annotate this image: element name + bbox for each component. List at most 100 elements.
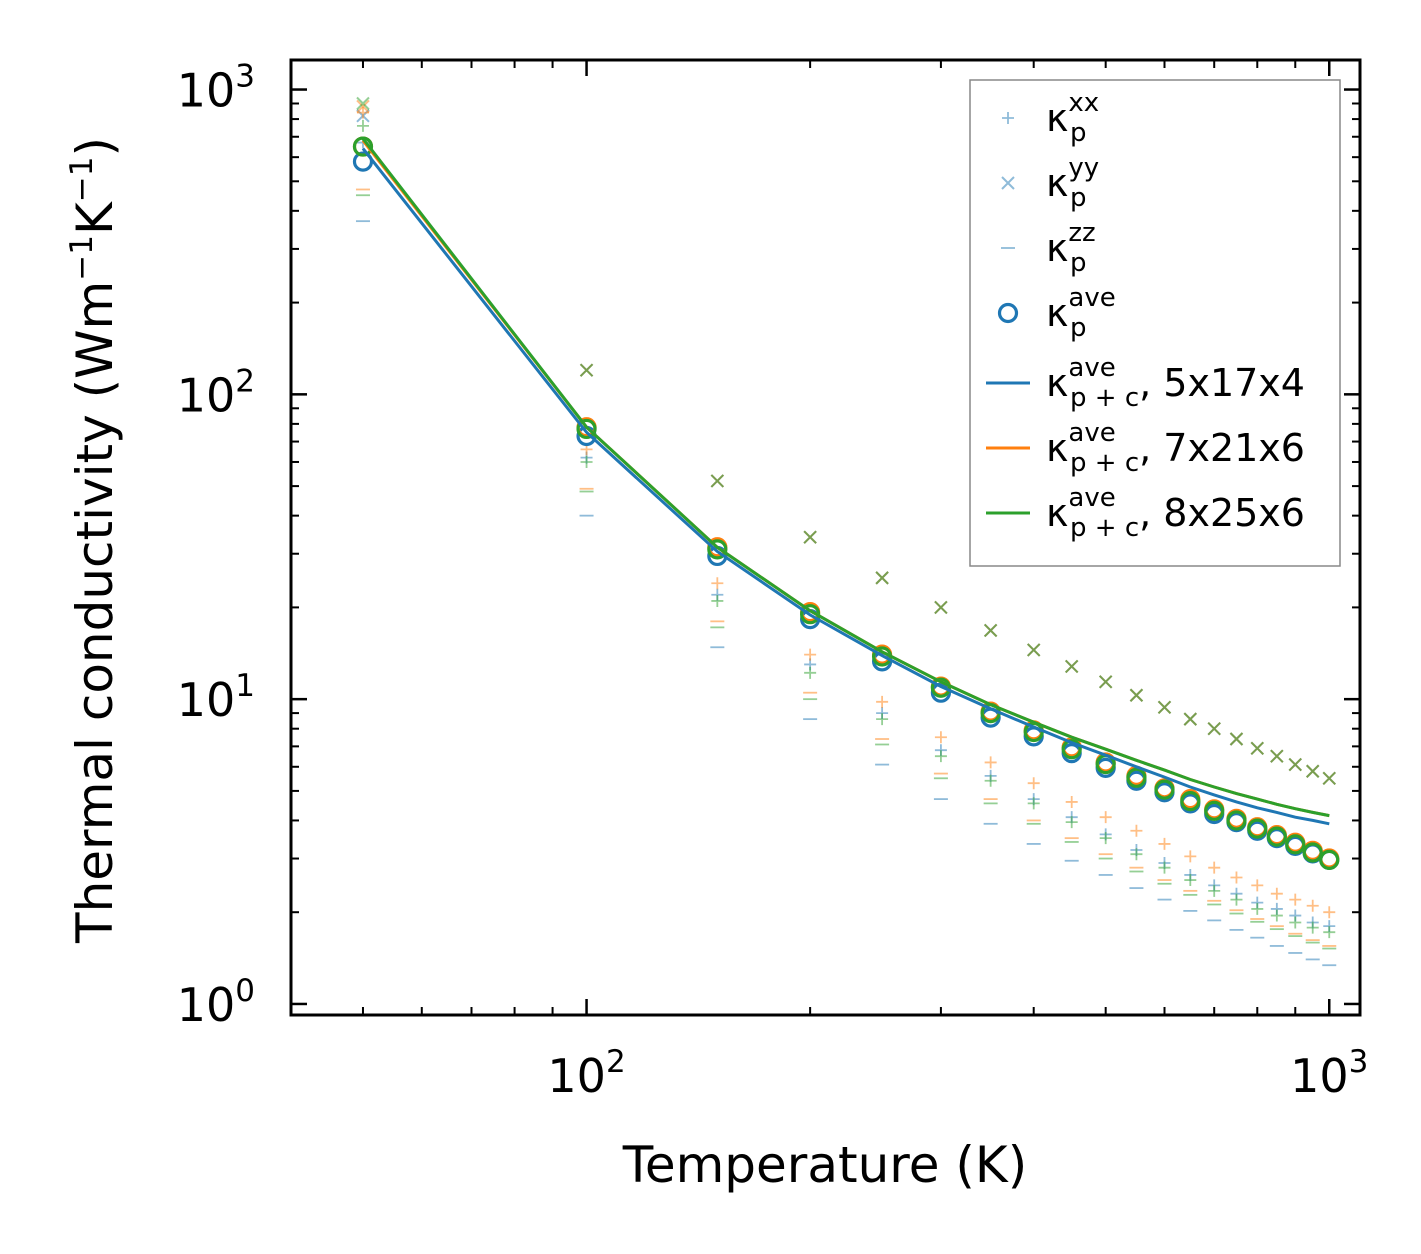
kyy-point [356,96,370,111]
kave-point [1226,810,1247,831]
legend-label: κave p + c, 5x17x4 [1046,353,1305,413]
kyy-point [1129,688,1144,702]
kyy-point [356,99,370,114]
legend-label: κxx p [1046,88,1099,148]
kpc-line-5x17x4 [361,147,1330,826]
tick-labels: 102 103 100 101 102 103 [177,59,1369,1103]
plot-frame [289,58,1362,1017]
kyy-point [710,474,725,488]
kave-point [930,677,952,698]
kxx-point [1099,832,1112,845]
legend-label: κave p [1046,283,1116,343]
kxx-point [1184,874,1197,887]
kxx-point [934,731,947,744]
kxx-point [356,106,369,119]
kave-point [1126,767,1147,788]
legend-marker-x [1001,176,1015,190]
kxx-point [1270,887,1283,900]
kxx-point [1130,848,1143,861]
kxx-point [1323,926,1336,939]
kyy-point [934,600,948,615]
legend-label: κave p + c, 7x21x6 [1046,418,1305,478]
kxx-point [356,119,369,132]
kyy-point [875,571,889,585]
y-tick-label: 103 [177,59,255,118]
y-tick-label: 102 [177,363,255,422]
kxx-point [984,756,997,769]
kxx-point [1230,871,1243,884]
kxx-point [1065,795,1078,808]
kxx-point [1289,916,1302,929]
kxx-point [804,666,817,679]
kxx-point [1158,861,1171,874]
kxx-point [876,713,889,726]
legend-marker-circle [997,302,1019,324]
kyy-point [1270,749,1284,763]
x-axis-title: Temperature (K) [622,1136,1027,1194]
kxx-point [1130,824,1143,837]
kave-point [1204,800,1225,821]
kxx-point [580,455,593,468]
kyy-point [1322,771,1336,786]
kxx-point [1270,909,1283,922]
kxx-point [1323,906,1336,919]
kxx-point [711,577,724,590]
kyy-point [803,530,817,544]
kyy-point [983,623,998,638]
y-tick-label: 101 [177,668,255,727]
kyy-point [1183,712,1198,726]
kyy-point [1157,700,1172,715]
kxx-point [1027,777,1040,790]
kave-point [1061,739,1082,760]
kave-point [1247,818,1268,839]
x-tick-label: 103 [1290,1044,1368,1103]
kpc-line-8x25x6 [361,137,1330,818]
kxx-point [1208,884,1221,897]
kxx-point [711,594,724,607]
kxx-point [1289,893,1302,906]
kave-point [576,418,597,440]
kyy-point [579,363,594,377]
kxx-point [1230,893,1243,906]
kyy-point [1207,721,1221,736]
kxx-point [984,774,997,787]
kyy-point [1288,757,1302,772]
kxx-point [1027,797,1040,810]
kxx-point [1158,837,1171,850]
series-lines [361,137,1330,826]
kyy-point [1027,643,1041,657]
kxx-point [876,695,889,708]
legend-label: κyy p [1046,153,1099,213]
x-tick-label: 102 [547,1044,625,1103]
kxx-point [1306,921,1319,934]
kxx-point [804,648,817,661]
kave-point [352,136,374,157]
kxx-point [1306,899,1319,912]
kave-point [1285,834,1306,855]
kxx-point [1065,816,1078,829]
major-ticks [291,60,1360,1015]
kxx-point [934,750,947,763]
kyy-point [1229,732,1244,746]
kxx-point [1099,811,1112,824]
kave-point [1266,826,1287,847]
kxx-point [1251,879,1264,892]
kxx-point [1251,902,1264,915]
kave-point [1302,842,1323,863]
kxx-point [1184,850,1197,863]
legend-marker-plus [1002,112,1014,124]
kave-point [1154,779,1175,800]
kave-point [707,539,728,560]
kyy-point [1250,741,1264,755]
legend-label: κzz p [1046,218,1096,278]
kyy-point [1306,764,1320,778]
y-tick-label: 100 [177,973,255,1032]
y-axis-title: Thermal conductivity (Wm−1K−1) [64,137,124,944]
kxx-point [1208,861,1221,874]
kyy-point [1098,675,1113,689]
kyy-point [1064,659,1079,674]
kave-point [1319,849,1340,870]
kave-point [1180,790,1201,812]
